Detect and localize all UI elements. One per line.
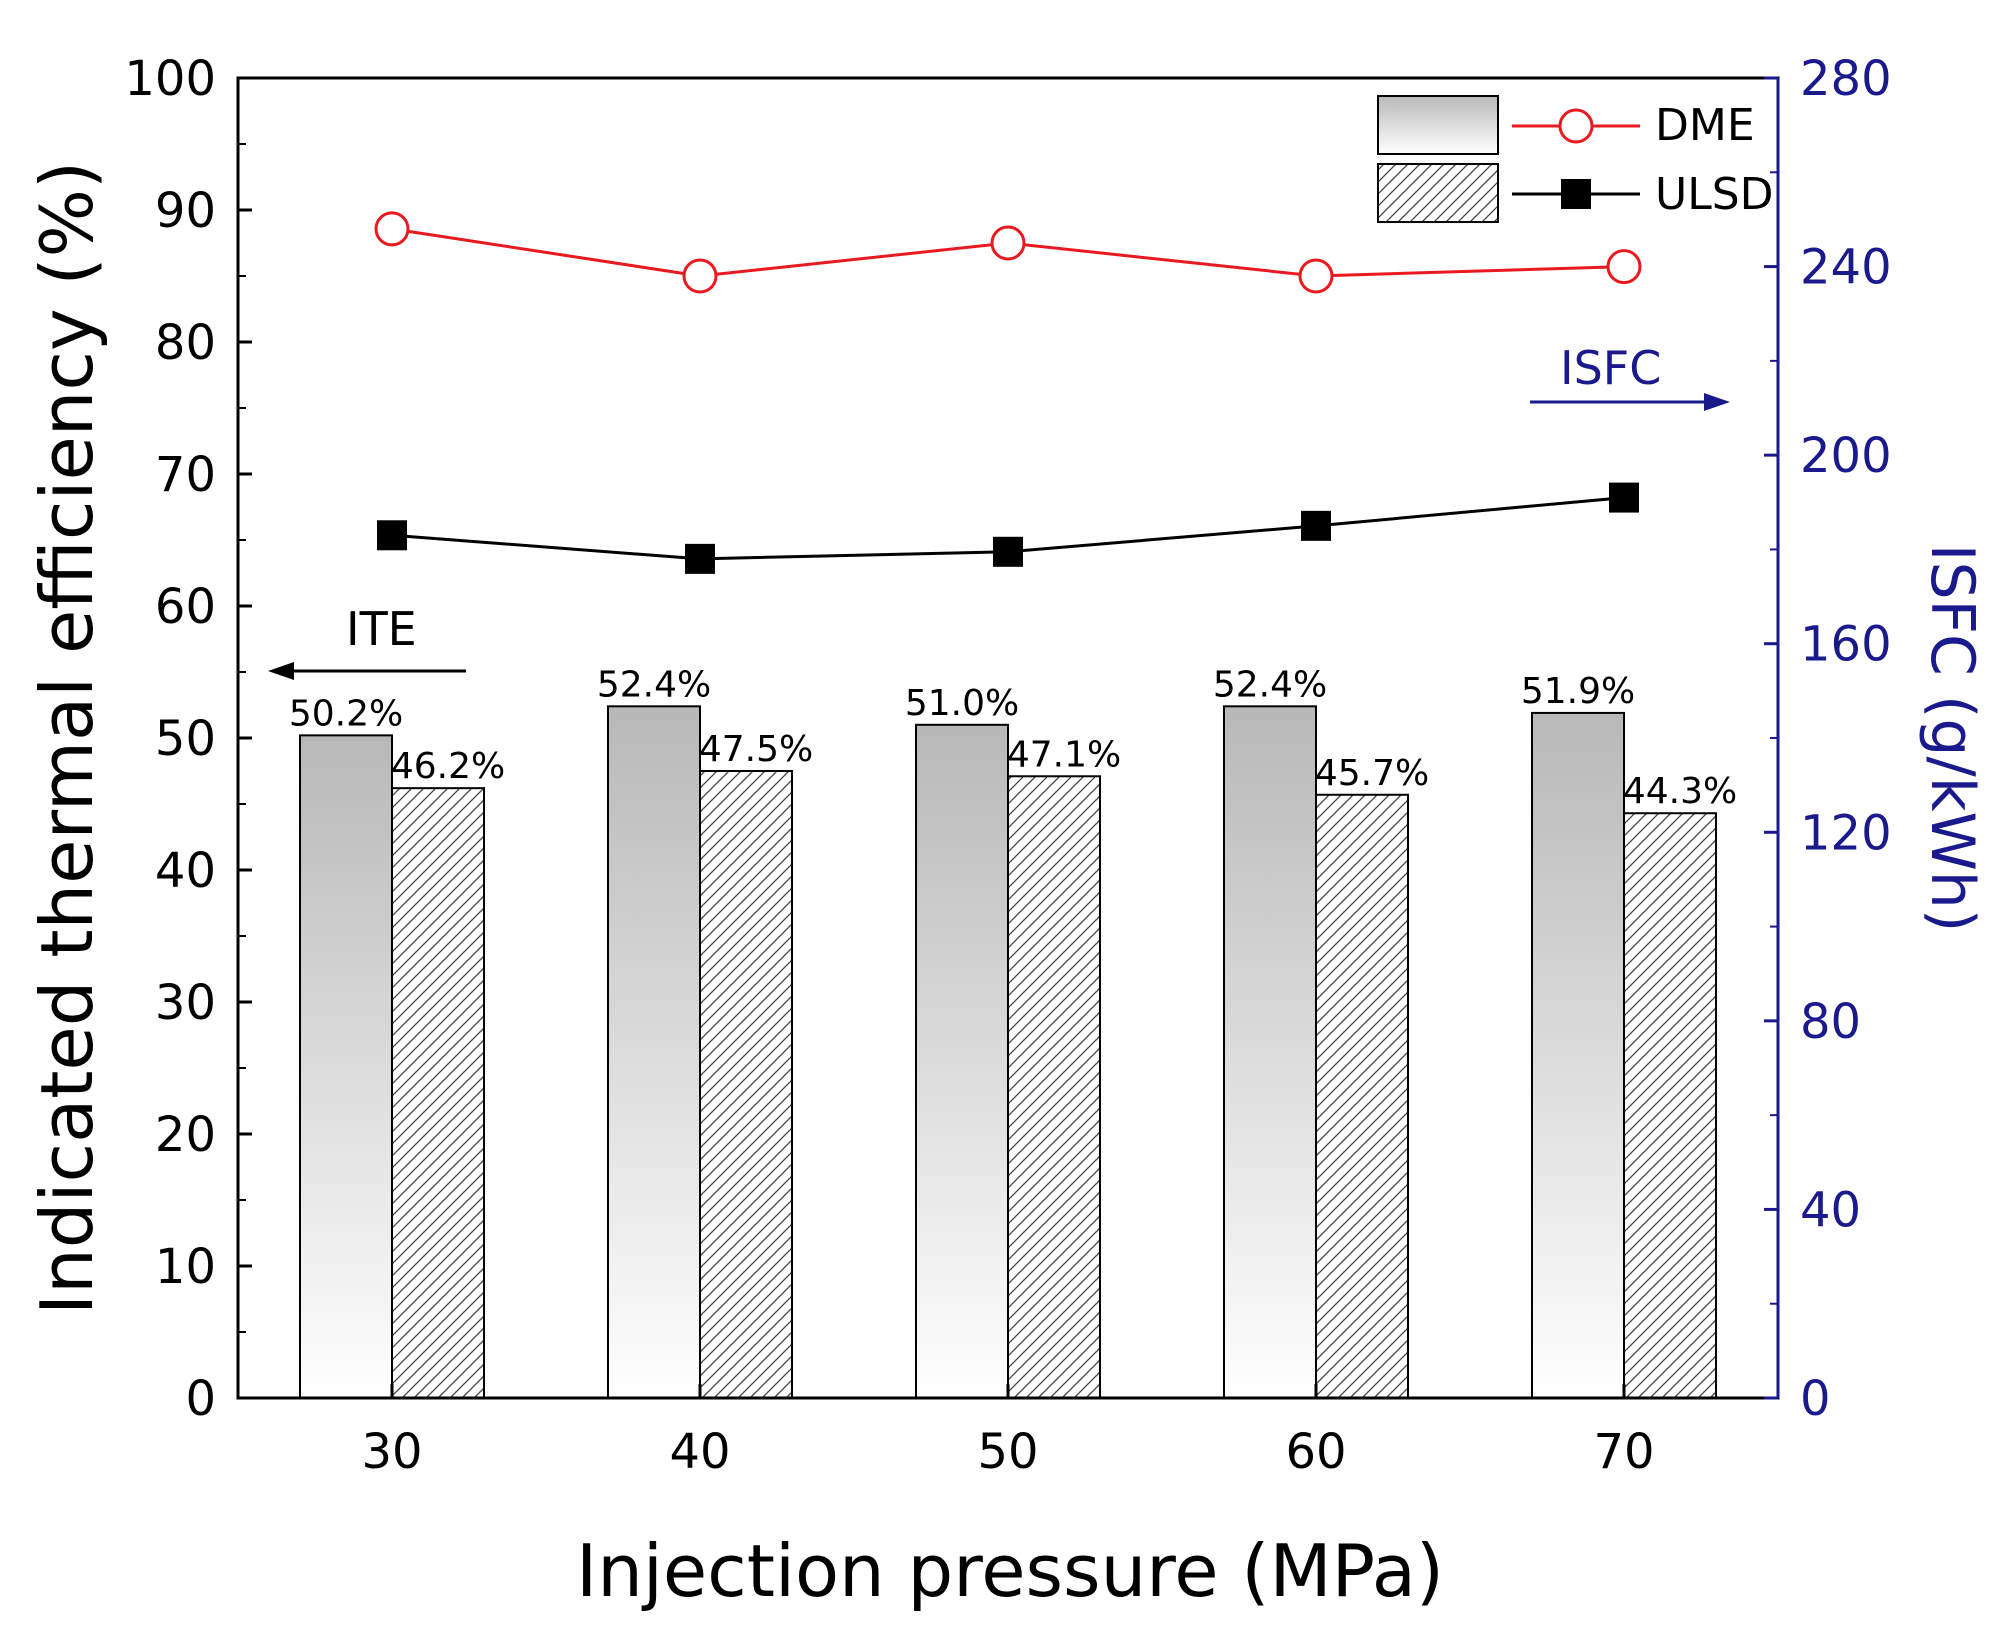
x-tick-label-30: 30 <box>361 1424 422 1480</box>
legend-marker-ulsd <box>1561 179 1591 209</box>
bar-ulsd-40 <box>699 770 793 1399</box>
bar-label-ulsd-50: 47.1% <box>1007 734 1121 775</box>
y2-tick-label-120: 120 <box>1800 805 1892 861</box>
y-tick-label-80: 80 <box>155 315 216 371</box>
bar-ulsd-60 <box>1315 793 1409 1399</box>
y2-tick-label-280: 280 <box>1800 51 1892 107</box>
ite-annotation: ITE <box>346 602 417 656</box>
ticks-layer: 0 10 20 30 40 50 60 70 80 90 100 0 40 80 120 160 200 240 2… <box>124 51 1891 1480</box>
ite-arrow-head-icon <box>268 662 294 680</box>
y-tick-label-0: 0 <box>185 1371 216 1427</box>
point-dme-70 <box>1606 249 1642 285</box>
point-ulsd-60 <box>1301 510 1331 541</box>
bar-dme-60 <box>1223 705 1317 1399</box>
bar-ulsd-30 <box>391 787 485 1399</box>
bar-dme-50 <box>915 723 1009 1399</box>
y-tick-label-20: 20 <box>155 1107 216 1163</box>
x-tick-label-40: 40 <box>669 1424 730 1480</box>
bar-label-dme-50: 51.0% <box>905 683 1019 724</box>
bar-label-ulsd-30: 46.2% <box>391 746 505 787</box>
x-tick-label-50: 50 <box>977 1424 1038 1480</box>
bars-layer: 50.2% 46.2% 52.4% 47.5% 51.0% 47.1% 52.4% 45.7%… <box>289 664 1737 1399</box>
point-ulsd-40 <box>685 543 715 574</box>
x-axis-title: Injection pressure (MPa) <box>576 1529 1444 1613</box>
y2-tick-label-200: 200 <box>1800 428 1892 484</box>
bar-label-dme-60: 52.4% <box>1213 664 1327 705</box>
y-tick-label-70: 70 <box>155 447 216 503</box>
y2-tick-label-240: 240 <box>1800 240 1892 296</box>
bar-dme-40 <box>607 705 701 1399</box>
point-dme-30 <box>374 211 410 247</box>
y-tick-label-10: 10 <box>155 1239 216 1295</box>
annotations-layer: ITE ISFC <box>268 341 1730 680</box>
lines-layer <box>374 211 1642 574</box>
titles-layer: Injection pressure (MPa) Indicated therm… <box>25 161 1987 1613</box>
bar-dme-70 <box>1531 711 1625 1399</box>
point-ulsd-70 <box>1609 482 1639 513</box>
y-tick-label-90: 90 <box>155 183 216 239</box>
bar-label-dme-40: 52.4% <box>597 664 711 705</box>
bar-label-ulsd-70: 44.3% <box>1623 771 1737 812</box>
legend-label-ulsd: ULSD <box>1655 169 1774 220</box>
legend-swatch-dme-bar <box>1377 95 1499 155</box>
y-tick-label-100: 100 <box>124 51 216 107</box>
bar-label-dme-30: 50.2% <box>289 693 403 734</box>
legend: DME ULSD <box>1377 95 1774 223</box>
y2-tick-label-0: 0 <box>1800 1371 1831 1427</box>
x-tick-label-70: 70 <box>1593 1424 1654 1480</box>
y-tick-label-40: 40 <box>155 843 216 899</box>
bar-ulsd-70 <box>1623 812 1717 1399</box>
isfc-annotation: ISFC <box>1560 341 1661 395</box>
legend-label-dme: DME <box>1655 100 1755 151</box>
bar-dme-30 <box>299 734 393 1399</box>
bar-label-ulsd-40: 47.5% <box>699 729 813 770</box>
bar-label-dme-70: 51.9% <box>1521 671 1635 712</box>
point-dme-40 <box>682 258 718 294</box>
point-ulsd-50 <box>993 536 1023 567</box>
y-tick-label-30: 30 <box>155 975 216 1031</box>
legend-swatch-ulsd-bar <box>1377 163 1499 223</box>
bar-label-ulsd-60: 45.7% <box>1315 753 1429 794</box>
y2-tick-label-40: 40 <box>1800 1182 1861 1238</box>
bar-ulsd-50 <box>1007 775 1101 1399</box>
point-dme-60 <box>1298 258 1334 294</box>
y2-axis-title: ISFC (g/kWh) <box>1917 544 1987 932</box>
y-axis-title: Indicated thermal efficiency (%) <box>25 161 109 1315</box>
point-ulsd-30 <box>377 520 407 551</box>
point-dme-50 <box>990 225 1026 261</box>
isfc-arrow-head-icon <box>1704 393 1730 411</box>
x-tick-label-60: 60 <box>1285 1424 1346 1480</box>
y-tick-label-50: 50 <box>155 711 216 767</box>
y-tick-label-60: 60 <box>155 579 216 635</box>
legend-marker-dme <box>1558 108 1594 144</box>
y2-tick-label-80: 80 <box>1800 994 1861 1050</box>
y2-tick-label-160: 160 <box>1800 617 1892 673</box>
